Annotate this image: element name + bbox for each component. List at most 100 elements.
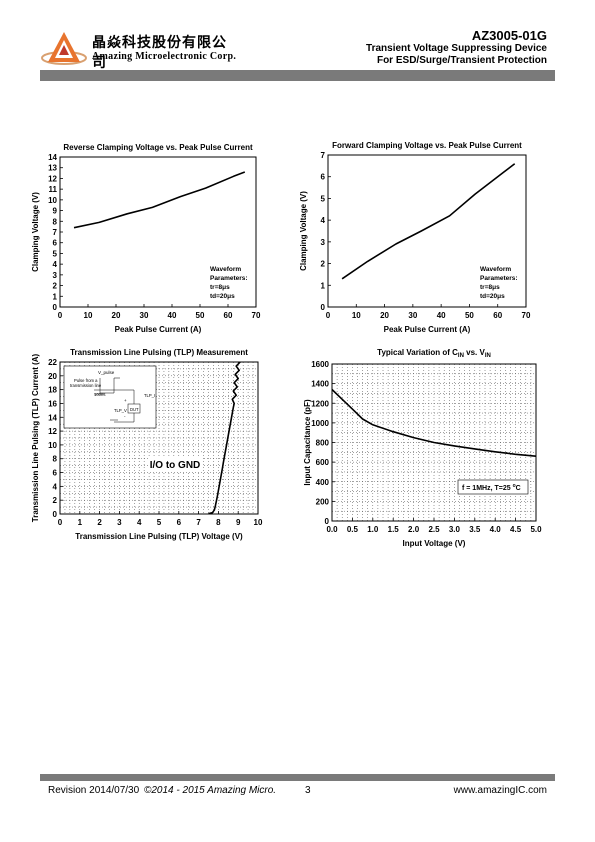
wire <box>94 389 135 404</box>
series-line <box>331 388 537 457</box>
pulse-waveform <box>99 377 120 394</box>
x-axis-label: Peak Pulse Current (A) <box>115 325 202 334</box>
grid-lines <box>332 364 536 521</box>
test-condition-main: f = 1MHz, T=25 <box>462 485 513 492</box>
x-tick-label: 20 <box>380 311 389 320</box>
chart-title-sub: IN <box>485 353 491 359</box>
y-tick-label: 600 <box>316 458 330 467</box>
copyright-text: ©2014 - 2015 Amazing Micro. <box>144 785 277 796</box>
y-tick-label: 1600 <box>311 360 329 369</box>
y-tick-label: 8 <box>53 455 58 464</box>
reverse-clamping-chart: 0 10 20 30 40 50 60 7001234567891011121314Rever… <box>31 143 261 334</box>
y-tick-label: 1000 <box>311 419 329 428</box>
y-tick-label: 2 <box>321 260 326 269</box>
y-tick-label: 400 <box>316 478 330 487</box>
x-tick-label: 3.5 <box>469 525 481 534</box>
x-tick-label: 0 <box>58 311 63 320</box>
y-tick-label: 10 <box>48 196 57 205</box>
y-tick-label: 7 <box>53 228 58 237</box>
y-tick-label: 14 <box>48 153 57 162</box>
series-line <box>208 361 241 515</box>
page-number: 3 <box>305 785 311 796</box>
y-tick-label: 12 <box>48 427 57 436</box>
inset-label: TLP_I <box>144 393 155 398</box>
x-tick-label: 1 <box>78 518 83 527</box>
x-tick-label: 7 <box>196 518 201 527</box>
x-tick-label: 30 <box>408 311 417 320</box>
x-tick-label: 1.5 <box>388 525 400 534</box>
x-tick-label: 0 <box>58 518 63 527</box>
wire <box>114 413 135 423</box>
test-condition-unit: C <box>516 485 521 492</box>
annotation-box <box>457 479 529 495</box>
y-tick-label: 0 <box>321 303 326 312</box>
inset-label: DUT <box>130 407 139 412</box>
company-name-en: Amazing Microelectronic Corp. <box>92 51 237 62</box>
part-number: AZ3005-01G <box>471 28 547 43</box>
x-tick-label: 2.5 <box>428 525 440 534</box>
y-tick-label: 5 <box>53 249 58 258</box>
annotation-box <box>148 457 202 471</box>
y-tick-label: 7 <box>321 151 326 160</box>
x-tick-label: 30 <box>140 311 149 320</box>
header-band <box>40 70 555 81</box>
y-tick-label: 1400 <box>311 380 329 389</box>
x-tick-label: 60 <box>493 311 502 320</box>
series-line <box>341 163 516 280</box>
y-tick-label: 20 <box>48 372 57 381</box>
inset-label: 100ns <box>94 392 105 397</box>
x-tick-label: 5 <box>157 518 162 527</box>
y-tick-label: 5 <box>321 194 326 203</box>
inset-frame <box>63 365 157 429</box>
footer-band <box>40 774 555 781</box>
input-capacitance-chart: 0.0 0.5 1.0 1.5 2.0 2.5 3.0 3.5 4.0 4.5 5.0 0 200 400… <box>303 348 542 548</box>
logo-emblem-icon <box>41 32 87 65</box>
y-tick-label: 800 <box>316 439 330 448</box>
chart-title: Forward Clamping Voltage vs. Peak Pulse … <box>332 141 522 150</box>
y-tick-label: 16 <box>48 399 57 408</box>
waveform-annotation: Parameters: <box>480 275 518 282</box>
x-axis-label: Peak Pulse Current (A) <box>384 325 471 334</box>
y-axis-label: Clamping Voltage (V) <box>299 191 308 271</box>
x-tick-label: 70 <box>252 311 261 320</box>
y-tick-label: 0 <box>53 303 58 312</box>
header-subtitle-2: For ESD/Surge/Transient Protection <box>376 55 547 66</box>
chart-title-sub: IN <box>458 353 464 359</box>
revision-text: Revision 2014/07/30 <box>48 785 140 796</box>
y-tick-label: 1200 <box>311 399 329 408</box>
y-tick-label: 1 <box>321 281 326 290</box>
x-tick-label: 40 <box>437 311 446 320</box>
x-tick-label: 9 <box>236 518 241 527</box>
chart-title: Transmission Line Pulsing (TLP) Measurem… <box>70 348 248 357</box>
x-tick-label: 4.5 <box>510 525 522 534</box>
y-axis-label: Transmission Line Pulsing (TLP) Current … <box>31 353 40 522</box>
x-tick-label: 6 <box>177 518 182 527</box>
y-tick-label: 4 <box>53 260 58 269</box>
inset-label: TLP_V <box>114 408 127 413</box>
x-tick-label: 2.0 <box>408 525 420 534</box>
x-tick-label: 0 <box>326 311 331 320</box>
y-tick-label: 3 <box>53 271 58 280</box>
header-subtitle-1: Transient Voltage Suppressing Device <box>366 43 547 54</box>
y-tick-label: 3 <box>321 238 326 247</box>
series-line <box>73 171 246 229</box>
x-tick-label: 20 <box>112 311 121 320</box>
y-tick-label: 2 <box>53 496 58 505</box>
x-tick-label: 60 <box>224 311 233 320</box>
x-tick-label: 50 <box>465 311 474 320</box>
test-condition-label: f = 1MHz, T=25 oC <box>462 483 521 492</box>
x-tick-label: 8 <box>216 518 221 527</box>
chart-title: Typical Variation of CIN vs. VIN <box>377 348 491 359</box>
y-tick-label: 0 <box>53 510 58 519</box>
y-tick-label: 13 <box>48 164 57 173</box>
waveform-annotation: Parameters: <box>210 275 248 282</box>
test-condition-sup: o <box>513 483 516 489</box>
y-tick-label: 14 <box>48 413 57 422</box>
plot-frame <box>327 154 527 308</box>
waveform-annotation: Waveform <box>480 266 511 273</box>
y-axis-label: Clamping Voltage (V) <box>31 192 40 272</box>
x-tick-label: 1.0 <box>367 525 379 534</box>
x-tick-label: 2 <box>97 518 102 527</box>
x-tick-label: 70 <box>522 311 531 320</box>
y-tick-label: 22 <box>48 358 57 367</box>
